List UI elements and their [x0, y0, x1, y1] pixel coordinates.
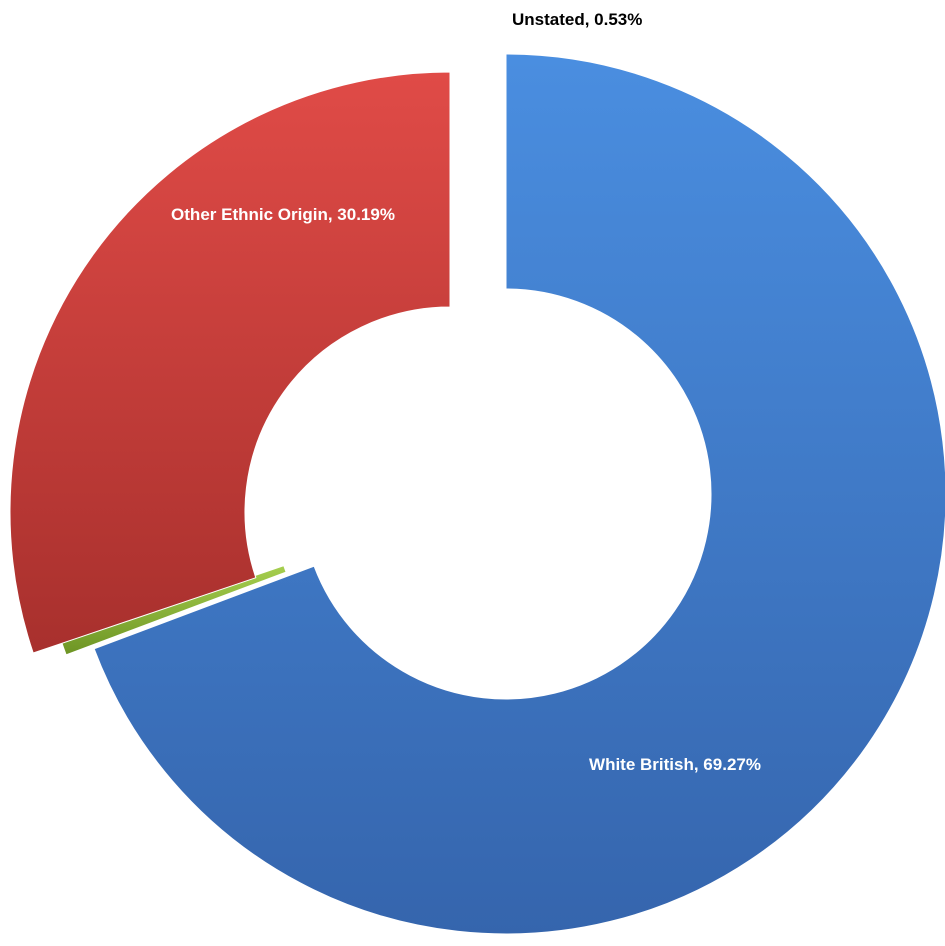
data-label-other-ethnic-origin: Other Ethnic Origin, 30.19% — [171, 205, 395, 224]
data-label-white-british: White British, 69.27% — [589, 755, 761, 774]
slice-other-ethnic-origin — [9, 71, 451, 654]
slice-white-british — [93, 53, 945, 935]
data-label-unstated: Unstated, 0.53% — [512, 10, 642, 29]
slices-layer — [9, 53, 945, 935]
slice-unstated — [60, 565, 287, 656]
labels-layer: White British, 69.27% Unstated, 0.53% Othe… — [171, 10, 761, 774]
